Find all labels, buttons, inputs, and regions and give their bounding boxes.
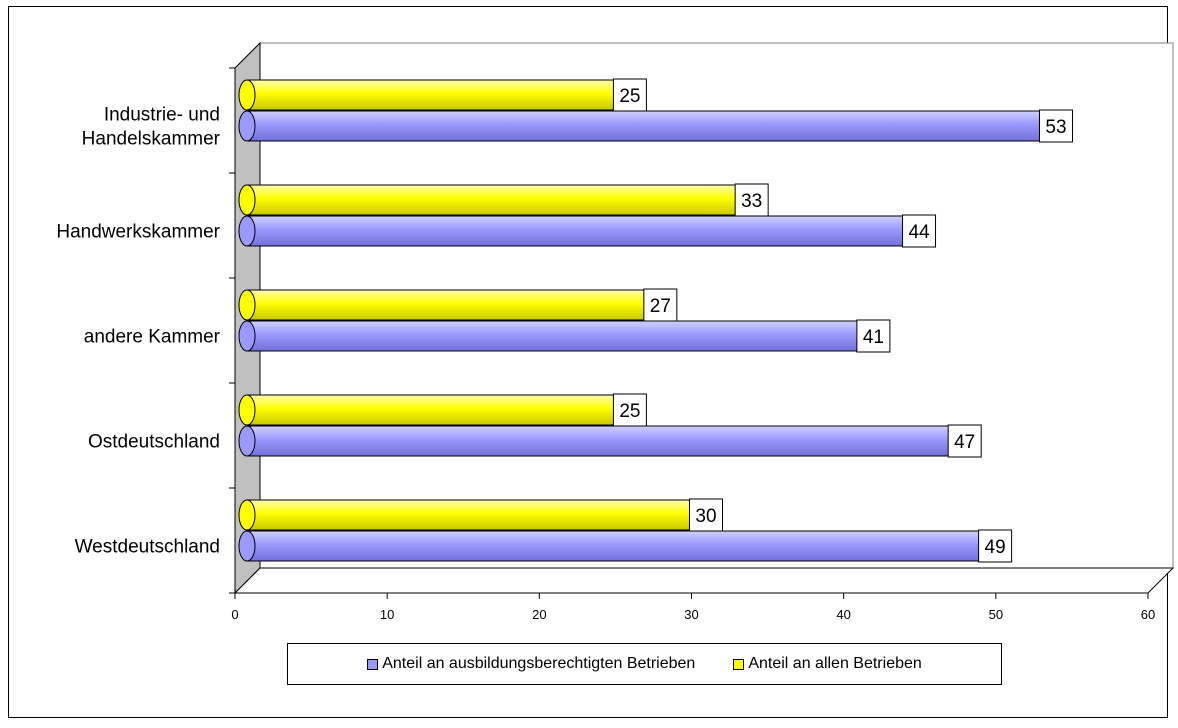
data-label-alle-betriebe-box [612, 78, 647, 112]
bar-ausbildungsberechtigt-body [246, 530, 982, 562]
bar-ausbildungsberechtigt-body [246, 425, 951, 457]
x-tick-label: 30 [684, 607, 698, 622]
bar-alle-betriebe-cap [238, 499, 256, 531]
bar-ausbildungsberechtigt [238, 425, 951, 457]
data-label-ausbildungsberechtigt: 47 [954, 432, 975, 453]
bar-alle-betriebe [238, 79, 616, 111]
x-tick-label: 20 [532, 607, 546, 622]
data-label-alle-betriebe-box [689, 498, 723, 532]
plot-floor [233, 567, 1175, 594]
bar-ausbildungsberechtigt [238, 530, 982, 562]
bar-ausbildungsberechtigt-cap [238, 215, 256, 247]
data-label-alle-betriebe: 25 [619, 401, 640, 422]
bar-alle-betriebe-cap [238, 289, 256, 321]
data-label-ausbildungsberechtigt: 53 [1045, 117, 1066, 138]
x-tick-label: 50 [989, 607, 1003, 622]
data-label-ausbildungsberechtigt: 49 [985, 537, 1006, 558]
bar-ausbildungsberechtigt-body [246, 110, 1042, 142]
legend-item-alle-betriebe: Anteil an allen Betrieben [733, 655, 922, 673]
bar-alle-betriebe [238, 499, 692, 531]
data-label-ausbildungsberechtigt: 41 [863, 327, 884, 348]
legend-label-alle-betriebe: Anteil an allen Betrieben [748, 655, 922, 672]
data-label-ausbildungsberechtigt-box [902, 214, 937, 248]
bar-ausbildungsberechtigt [238, 110, 1042, 142]
bar-alle-betriebe-body [246, 394, 616, 426]
data-label-alle-betriebe: 30 [695, 506, 716, 527]
bar-alle-betriebe-body [246, 184, 738, 216]
data-label-ausbildungsberechtigt: 44 [908, 222, 930, 243]
bar-alle-betriebe [238, 184, 738, 216]
category-label: Handwerkskammer [56, 222, 220, 243]
bar-alle-betriebe-body [246, 79, 616, 111]
data-label-alle-betriebe: 25 [619, 86, 640, 107]
bar-ausbildungsberechtigt-cap [238, 320, 256, 352]
data-label-ausbildungsberechtigt-box [978, 529, 1013, 563]
bar-alle-betriebe-cap [238, 184, 256, 216]
x-tick-label: 10 [380, 607, 394, 622]
bar-ausbildungsberechtigt-cap [238, 110, 256, 142]
bar-alle-betriebe-cap [238, 79, 256, 111]
data-label-alle-betriebe-box [643, 288, 678, 322]
category-label: Westdeutschland [75, 537, 220, 558]
bar-alle-betriebe [238, 289, 647, 321]
bar-alle-betriebe-body [246, 499, 692, 531]
bar-ausbildungsberechtigt-body [246, 320, 860, 352]
legend-swatch-alle-betriebe [733, 658, 745, 670]
bar-ausbildungsberechtigt-body [246, 215, 906, 247]
legend: Anteil an ausbildungsberechtigten Betrie… [287, 643, 1002, 685]
bar-ausbildungsberechtigt [238, 215, 906, 247]
data-label-alle-betriebe: 27 [650, 296, 671, 317]
bar-alle-betriebe-cap [238, 394, 256, 426]
data-label-ausbildungsberechtigt-box [947, 424, 982, 458]
data-label-alle-betriebe-box [734, 183, 769, 217]
legend-label-ausbildungsberechtigt: Anteil an ausbildungsberechtigten Betrie… [382, 655, 696, 672]
x-tick-label: 40 [836, 607, 850, 622]
category-label: andere Kammer [84, 327, 221, 348]
category-label: Handelskammer [82, 129, 221, 150]
bar-ausbildungsberechtigt-cap [238, 530, 256, 562]
data-label-ausbildungsberechtigt-box [856, 319, 891, 353]
legend-swatch-ausbildungsberechtigt [367, 658, 379, 670]
bar-ausbildungsberechtigt-cap [238, 425, 256, 457]
category-label: Industrie- und [104, 105, 220, 126]
category-label: Ostdeutschland [88, 432, 220, 453]
bar-ausbildungsberechtigt [238, 320, 860, 352]
bar-alle-betriebe-body [246, 289, 647, 321]
bar-alle-betriebe [238, 394, 616, 426]
legend-item-ausbildungsberechtigt: Anteil an ausbildungsberechtigten Betrie… [367, 655, 695, 673]
data-label-alle-betriebe: 33 [741, 191, 762, 212]
x-tick-label: 0 [231, 607, 238, 622]
x-tick-label: 60 [1141, 607, 1155, 622]
data-label-ausbildungsberechtigt-box [1038, 109, 1073, 143]
data-label-alle-betriebe-box [612, 393, 647, 427]
